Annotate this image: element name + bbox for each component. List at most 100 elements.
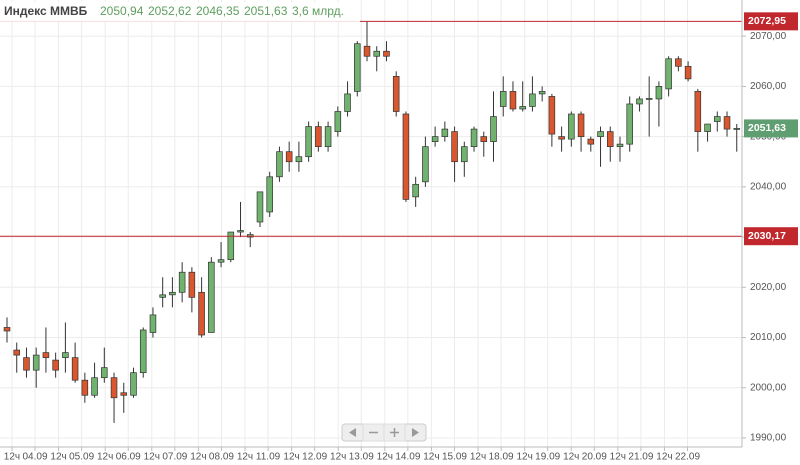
candle-body <box>392 75 400 112</box>
candle-body <box>266 176 273 213</box>
candles <box>0 20 742 423</box>
x-tick-label: 12ч <box>97 452 113 463</box>
x-tick-label: 12ч <box>283 452 299 463</box>
candle-body <box>256 191 264 223</box>
candle-body <box>62 352 69 358</box>
candle-body <box>32 354 40 371</box>
y-tick-label: 2070,00 <box>750 31 787 42</box>
nav-zoom-in[interactable] <box>383 423 406 442</box>
candle-body <box>383 50 390 57</box>
x-tick-label: 12ч <box>470 452 486 463</box>
candle-body <box>139 329 147 374</box>
candle-body <box>13 349 21 356</box>
x-tick-label: 04.09 <box>23 452 48 463</box>
candle-body <box>733 128 741 130</box>
candle-body <box>509 91 517 110</box>
x-tick-label: 05.09 <box>69 452 94 463</box>
y-tick-label: 2000,00 <box>750 382 787 393</box>
nav-zoom-in-icon[interactable] <box>390 428 399 437</box>
x-tick-label: 12.09 <box>302 452 327 463</box>
candle-body <box>636 98 643 105</box>
candle-body <box>402 113 410 200</box>
level-box <box>744 227 798 246</box>
header-close: 2051,63 <box>244 4 288 18</box>
nav-left-icon[interactable] <box>349 428 356 437</box>
candle-body <box>315 126 322 148</box>
level-label: 2030,17 <box>748 230 786 242</box>
candle-body <box>81 379 89 396</box>
candle-body <box>23 357 30 371</box>
x-tick-label: 20.09 <box>582 452 607 463</box>
candle-body <box>470 128 478 148</box>
candle-body <box>694 91 702 132</box>
current-price-box <box>744 119 798 138</box>
level-box <box>744 12 798 31</box>
candle-body <box>616 143 624 148</box>
x-tick-label: 15.09 <box>442 452 467 463</box>
candle-body <box>645 98 653 100</box>
candle-body <box>71 357 79 381</box>
candle-body <box>324 126 332 148</box>
x-tick-label: 06.09 <box>116 452 141 463</box>
candle-body <box>237 230 244 233</box>
candle-body <box>480 136 488 142</box>
candle-body <box>422 146 429 183</box>
candle-body <box>665 58 672 90</box>
candle-body <box>149 314 157 333</box>
candle-body <box>91 377 98 396</box>
candle-body <box>704 123 711 132</box>
candle-body <box>354 43 361 92</box>
candle-body <box>110 377 118 399</box>
header-open: 2050,94 <box>100 4 144 18</box>
candle-body <box>363 45 371 57</box>
nav-left[interactable] <box>342 424 363 441</box>
y-tick-label: 1990,00 <box>750 433 787 444</box>
x-tick-label: 18.09 <box>489 452 514 463</box>
x-tick-label: 12ч <box>4 452 20 463</box>
candle-body <box>373 50 381 57</box>
x-tick-label: 21.09 <box>628 452 653 463</box>
candle-body <box>490 116 497 142</box>
candle-body <box>431 136 439 142</box>
y-tick-label: 2060,00 <box>750 81 787 92</box>
candle-body <box>3 327 11 332</box>
nav-right-icon[interactable] <box>412 428 419 437</box>
candle-body <box>305 126 312 158</box>
candle-body <box>120 392 128 396</box>
candle-body <box>334 111 342 132</box>
candle-body <box>626 103 633 145</box>
x-tick-label: 12ч <box>516 452 532 463</box>
nav-right[interactable] <box>405 424 426 441</box>
x-tick-label: 12ч <box>423 452 439 463</box>
candle-body <box>276 151 283 178</box>
candle-body <box>587 138 595 145</box>
candle-body <box>675 58 682 67</box>
nav-zoom-in-box[interactable] <box>383 423 406 442</box>
x-tick-label: 12ч <box>330 452 346 463</box>
header: Индекс ММВБ 2050,94 2052,62 2046,35 2051… <box>0 2 360 22</box>
candle-body <box>441 128 449 137</box>
candle-body <box>548 96 556 135</box>
current-price-label: 2051,63 <box>748 122 786 134</box>
y-tick-label: 2020,00 <box>750 282 787 293</box>
x-tick-label: 14.09 <box>395 452 420 463</box>
candle-body <box>499 91 507 107</box>
header-low: 2046,35 <box>196 4 240 18</box>
candle-body <box>178 271 186 293</box>
header-high: 2052,62 <box>148 4 192 18</box>
candle-body <box>169 291 176 296</box>
candle-body <box>451 131 458 163</box>
candle-body <box>684 65 692 80</box>
y-tick-label: 2010,00 <box>750 332 787 343</box>
x-tick-label: 13.09 <box>349 452 374 463</box>
x-tick-label: 12ч <box>563 452 579 463</box>
candle-body <box>208 261 215 333</box>
candle-body <box>558 136 565 140</box>
candle-body <box>461 146 468 163</box>
x-tick-label: 11.09 <box>256 452 281 463</box>
candle-body <box>217 259 225 263</box>
x-tick-label: 22.09 <box>675 452 700 463</box>
x-tick-label: 08.09 <box>209 452 234 463</box>
candle-body <box>159 294 166 298</box>
